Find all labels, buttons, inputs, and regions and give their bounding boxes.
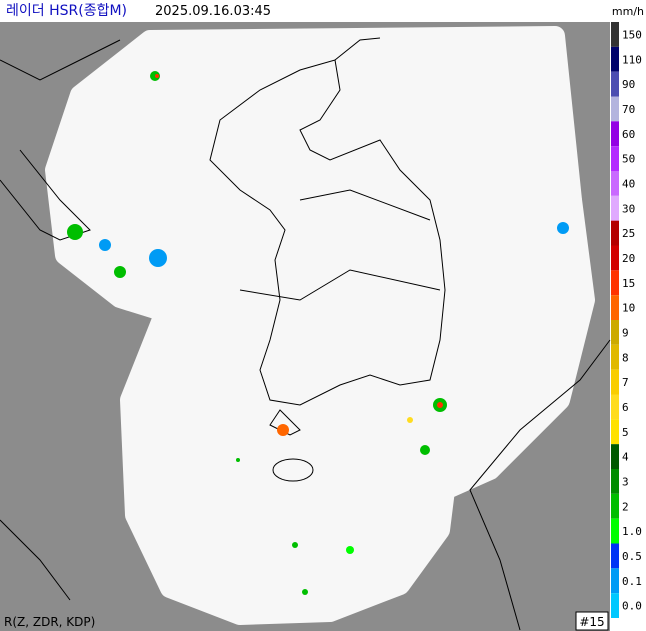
radar-count: #15	[579, 615, 604, 629]
legend-label: 40	[622, 177, 635, 190]
legend-label: 2	[622, 500, 629, 513]
legend-label: 6	[622, 401, 629, 414]
legend-label: 90	[622, 78, 635, 91]
legend-swatch	[611, 320, 619, 345]
legend-label: 50	[622, 153, 635, 166]
legend: 150 110 90 70 60 50 40 30 25 20 15 10 9 8 7 6 5 4 3 2 1.0 0.5…	[611, 22, 642, 618]
radar-coverage	[45, 26, 595, 625]
legend-swatch	[611, 121, 619, 147]
legend-swatch	[611, 518, 619, 544]
legend-label: 9	[622, 326, 629, 339]
legend-swatch	[611, 220, 619, 246]
legend-label: 30	[622, 202, 635, 215]
legend-swatch	[611, 369, 619, 395]
radar-count-box	[575, 611, 609, 631]
legend-swatch	[611, 96, 619, 122]
unit: mm/h	[612, 5, 644, 18]
legend-label: 0.0	[622, 600, 642, 613]
legend-label: 10	[622, 302, 635, 315]
legend-label: 15	[622, 277, 635, 290]
legend-swatch	[611, 469, 619, 494]
legend-swatch	[611, 270, 619, 296]
legend-swatch	[611, 568, 619, 594]
legend-swatch	[611, 245, 619, 271]
legend-label: 7	[622, 376, 629, 389]
legend-swatch	[611, 171, 619, 196]
jeju-island	[272, 458, 314, 482]
legend-swatch	[611, 444, 619, 469]
legend-swatch	[611, 46, 619, 72]
legend-swatch	[611, 146, 619, 171]
legend-swatch	[611, 593, 619, 618]
legend-swatch	[611, 195, 619, 221]
legend-label: 0.5	[622, 550, 642, 563]
legend-swatch	[611, 295, 619, 320]
legend-swatch	[611, 419, 619, 445]
legend-swatch	[611, 493, 619, 519]
legend-label: 3	[622, 475, 629, 488]
legend-swatch	[611, 543, 619, 569]
legend-swatch	[611, 344, 619, 370]
algorithm: R(Z, ZDR, KDP)	[4, 615, 95, 629]
legend-label: 70	[622, 103, 635, 116]
legend-label: 8	[622, 351, 629, 364]
legend-label: 4	[622, 451, 629, 464]
legend-swatch	[611, 394, 619, 420]
legend-label: 60	[622, 128, 635, 141]
legend-label: 1.0	[622, 525, 642, 538]
title: 레이더 HSR(종합M)	[6, 3, 127, 19]
timestamp: 2025.09.16.03:45	[155, 4, 271, 19]
legend-label: 25	[622, 227, 635, 240]
legend-label: 150	[622, 28, 642, 41]
legend-label: 5	[622, 426, 629, 439]
legend-label: 110	[622, 53, 642, 66]
legend-swatch	[611, 22, 619, 47]
legend-label: 20	[622, 252, 635, 265]
legend-label: 0.1	[622, 575, 642, 588]
coastlines	[0, 37, 611, 631]
legend-swatch	[611, 71, 619, 97]
rain-echoes	[67, 71, 569, 595]
